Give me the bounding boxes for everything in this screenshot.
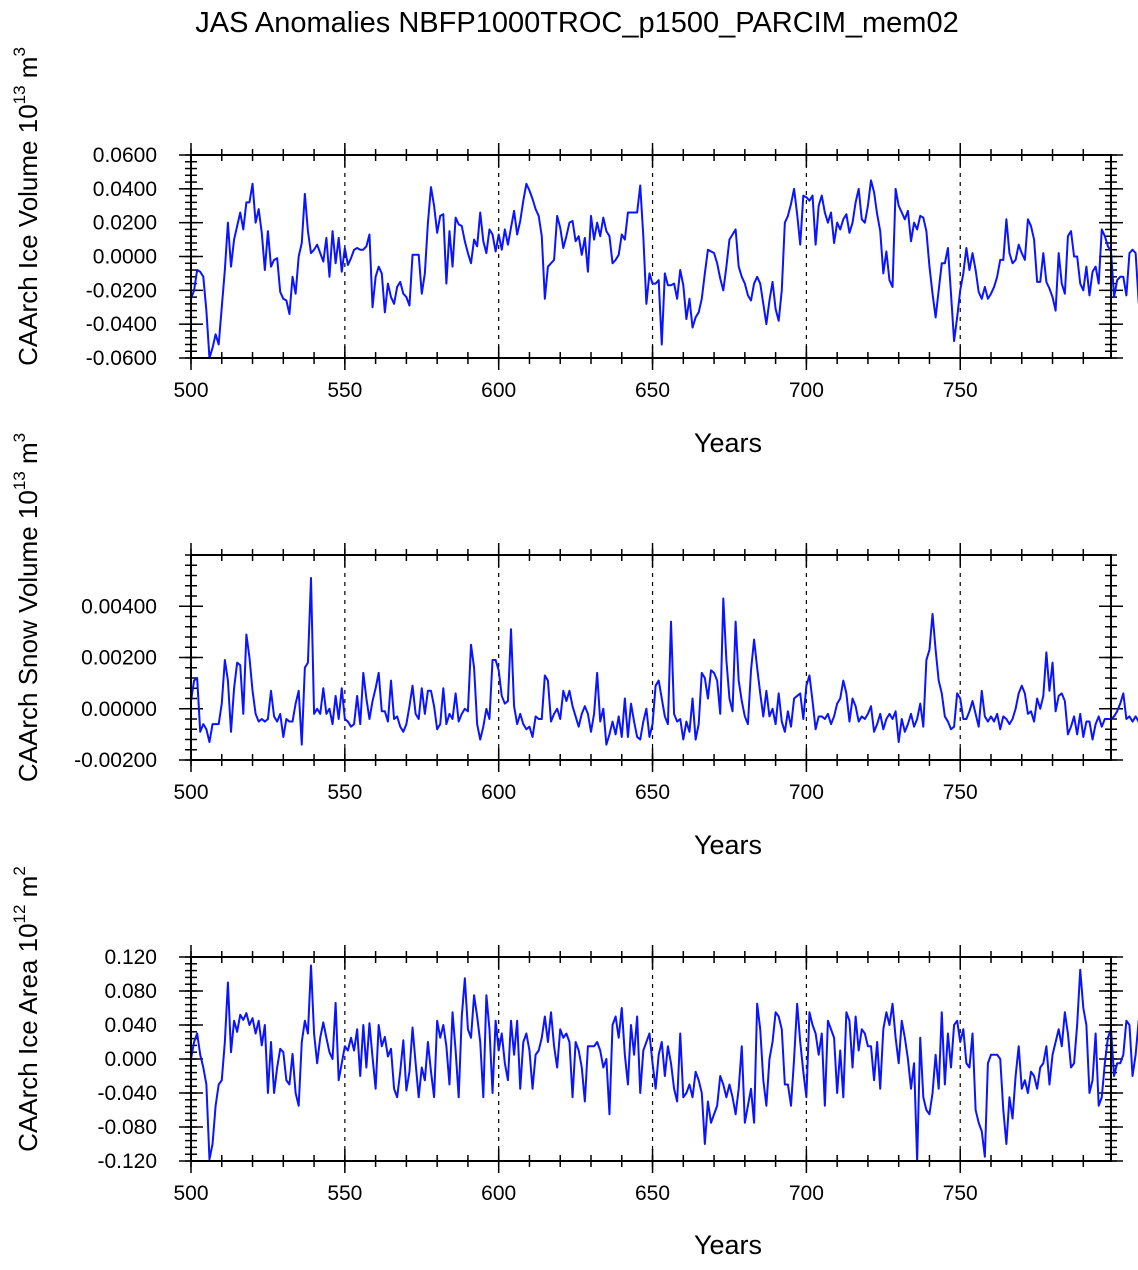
y-tick-label: 0.0600 [93,144,157,167]
x-axis-label: Years [694,830,762,860]
plot-frame [190,956,1112,1162]
y-axis-label-text: m [13,876,43,905]
y-tick-label: 0.0000 [93,246,157,269]
y-axis-label-superscript: 2 [10,866,29,875]
plot-frame [190,554,1112,761]
y-tick-label: -0.00200 [74,749,157,772]
x-tick-label: 500 [173,379,208,402]
x-tick-label: 650 [635,1182,670,1205]
y-tick-label: 0.080 [104,980,157,1003]
y-tick-label: 0.00000 [81,698,157,721]
x-tick-label: 550 [327,379,362,402]
y-axis-label-superscript: 13 [10,471,29,490]
data-series-line [190,179,1138,359]
y-tick-label: 0.120 [104,946,157,969]
y-tick-label: -0.120 [97,1150,157,1173]
y-axis-label-superscript: 3 [10,433,29,442]
plot-frame [190,154,1112,359]
x-tick-label: 700 [789,379,824,402]
x-tick-label: 750 [943,379,978,402]
y-axis-label-superscript: 13 [10,85,29,104]
chart-title: JAS Anomalies NBFP1000TROC_p1500_PARCIM_… [195,7,958,39]
y-axis-label: CAArch Snow Volume 1013 m3 [10,433,43,782]
x-tick-label: 650 [635,781,670,804]
x-axis-label: Years [694,428,762,458]
data-series-line [190,964,1138,1162]
y-tick-label: -0.080 [97,1116,157,1139]
y-tick-label: 0.00200 [81,647,157,670]
x-axis-label: Years [694,1230,762,1260]
y-tick-label: 0.000 [104,1048,157,1071]
y-axis-label-text: CAArch Ice Area 10 [13,923,43,1151]
y-axis-label-superscript: 3 [10,47,29,56]
panel-1: 500 550 600 650 700 750 -0.0600 -0.0400 -0.0200 0… [10,47,1138,458]
x-tick-label: 700 [789,1182,824,1205]
y-axis-label-superscript: 12 [10,905,29,924]
x-tick-label: 600 [481,379,516,402]
x-tick-label: 700 [789,781,824,804]
x-tick-label: 550 [327,781,362,804]
x-tick-label: 550 [327,1182,362,1205]
y-axis-label-text: CAArch Ice Volume 10 [13,104,43,366]
y-tick-label: -0.0400 [86,313,157,336]
y-tick-label: 0.0400 [93,178,157,201]
x-tick-label: 600 [481,1182,516,1205]
y-axis-label-text: m [13,442,43,471]
y-axis-label-text: CAArch Snow Volume 10 [13,490,43,782]
y-axis-label: CAArch Ice Volume 1013 m3 [10,47,43,366]
y-tick-label: 0.00400 [81,595,157,618]
y-tick-label: -0.0600 [86,347,157,370]
panel-2: 500 550 600 650 700 750 -0.00200 0.00000 0.00200… [10,433,1138,860]
x-tick-label: 500 [173,1182,208,1205]
y-tick-label: 0.0200 [93,212,157,235]
x-tick-label: 750 [943,1182,978,1205]
data-series-line [190,577,1138,746]
x-tick-label: 500 [173,781,208,804]
x-tick-label: 600 [481,781,516,804]
y-axis-label-text: m [13,57,43,86]
y-axis-label: CAArch Ice Area 1012 m2 [10,866,43,1152]
y-tick-label: -0.0200 [86,279,157,302]
y-tick-label: 0.040 [104,1014,157,1037]
panels: 500 550 600 650 700 750 -0.0600 -0.0400 -0.0200 0… [10,47,1138,1260]
panel-3: 500 550 600 650 700 750 -0.120 -0.080 -0.040 0.00… [10,866,1138,1260]
y-tick-label: -0.040 [97,1082,157,1105]
x-tick-label: 750 [943,781,978,804]
x-tick-label: 650 [635,379,670,402]
